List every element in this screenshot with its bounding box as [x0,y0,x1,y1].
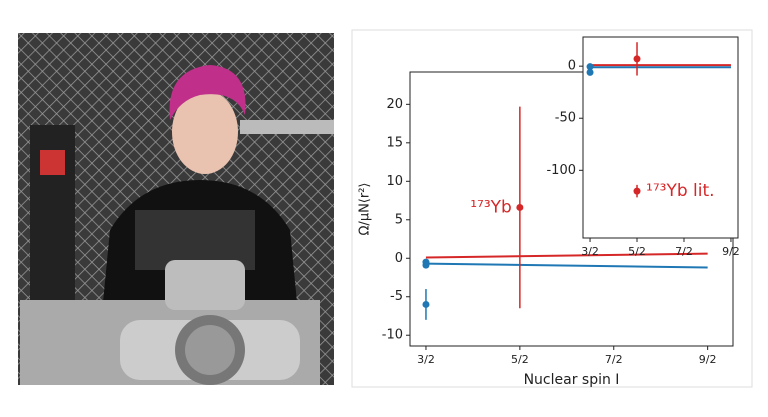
y-tick-label: -10 [382,328,403,343]
x-tick-label: 3/2 [417,353,435,366]
point [516,203,524,211]
line [425,262,708,269]
x-tick-label: 5/2 [511,353,529,366]
plot-area [582,36,739,239]
y-tick-label: -100 [546,163,576,178]
point [586,63,594,71]
annotation: ¹⁷³Yb lit. [646,181,715,201]
y-tick-label: 0 [568,59,576,74]
point [586,68,594,76]
point [633,187,641,195]
y-tick-label: 0 [395,251,403,266]
inset-chart: -100 -50 0 3/2 5/2 7/2 9/2 ¹⁷³Yb lit. [546,36,740,258]
y-tick-label: -50 [555,111,576,126]
annotation: ¹⁷³Yb [470,197,512,217]
y-axis-label: Ω/μN⟨r²⟩ [358,182,373,235]
y-tick-label: 20 [386,97,403,112]
y-tick-label: 10 [386,174,403,189]
x-tick-label: 7/2 [675,245,693,258]
y-tick-label: 15 [386,135,403,150]
photo [18,33,334,385]
x-tick-label: 9/2 [722,245,740,258]
x-tick-label: 3/2 [581,245,599,258]
point [422,261,430,269]
point [422,300,430,308]
x-axis-label: Nuclear spin I [524,372,620,388]
y-tick-label: 5 [395,212,403,227]
x-tick-label: 7/2 [605,353,623,366]
line [425,252,708,259]
point [633,55,641,63]
x-tick-label: 5/2 [628,245,646,258]
y-tick-label: -5 [390,289,403,304]
x-tick-label: 9/2 [699,353,717,366]
